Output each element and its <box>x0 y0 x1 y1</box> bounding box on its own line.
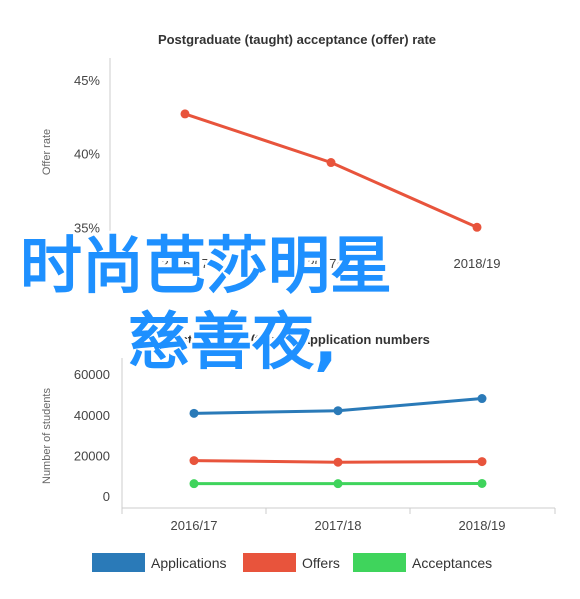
y-tick-label: 20000 <box>74 448 110 463</box>
y-tick-label: 35% <box>74 220 100 235</box>
chart-title-acceptance-rate: Postgraduate (taught) acceptance (offer)… <box>158 32 436 47</box>
data-point-offers[interactable] <box>189 456 199 466</box>
x-tick-label: 2016/17 <box>171 518 218 533</box>
data-point-offers[interactable] <box>333 457 343 467</box>
chart-title-application-numbers: Postgraduate (taught) application number… <box>164 332 430 347</box>
x-tick-marks <box>121 508 556 514</box>
y-tick-label: 40000 <box>74 408 110 423</box>
acceptance-rate-chart: Postgraduate (taught) acceptance (offer)… <box>41 32 501 271</box>
x-tick-label: 2018/19 <box>459 518 506 533</box>
data-point-offer-rate[interactable] <box>326 158 336 168</box>
legend-label-offers[interactable]: Offers <box>302 555 340 571</box>
series-layer <box>180 109 482 232</box>
x-tick-labels: 2016/17 2017/18 2018/19 <box>162 256 501 271</box>
y-tick-label: 0 <box>103 489 110 504</box>
data-point-offers[interactable] <box>477 457 487 467</box>
y-axis-title-offer-rate: Offer rate <box>41 129 53 175</box>
data-point-applications[interactable] <box>477 394 487 404</box>
legend-label-acceptances[interactable]: Acceptances <box>412 555 492 571</box>
y-tick-labels: 0 20000 40000 60000 <box>74 367 110 504</box>
legend-swatch-offers[interactable] <box>243 553 296 572</box>
x-tick-labels: 2016/17 2017/18 2018/19 <box>171 518 506 533</box>
legend-label-applications[interactable]: Applications <box>151 555 227 571</box>
data-point-offer-rate[interactable] <box>472 222 482 232</box>
legend-swatch-acceptances[interactable] <box>353 553 406 572</box>
series-layer <box>189 394 487 489</box>
y-tick-labels: 35% 40% 45% <box>74 73 100 235</box>
y-tick-label: 40% <box>74 147 100 162</box>
x-tick-label: 2016/17 <box>162 256 209 271</box>
data-point-applications[interactable] <box>333 406 343 416</box>
application-numbers-chart: Postgraduate (taught) application number… <box>41 332 556 572</box>
series-line-offer-rate <box>184 112 478 229</box>
data-point-applications[interactable] <box>189 408 199 418</box>
y-tick-label: 60000 <box>74 367 110 382</box>
x-tick-label: 2017/18 <box>315 518 362 533</box>
data-point-offer-rate[interactable] <box>180 109 190 119</box>
data-point-acceptances[interactable] <box>477 478 487 488</box>
data-point-acceptances[interactable] <box>189 479 199 489</box>
legend-swatch-applications[interactable] <box>92 553 145 572</box>
chart-legend: Applications Offers Acceptances <box>92 553 492 572</box>
data-point-acceptances[interactable] <box>333 479 343 489</box>
y-tick-label: 45% <box>74 73 100 88</box>
x-tick-label: 2017/18 <box>308 256 355 271</box>
x-tick-label: 2018/19 <box>454 256 501 271</box>
y-axis-title-number-of-students: Number of students <box>41 388 53 484</box>
